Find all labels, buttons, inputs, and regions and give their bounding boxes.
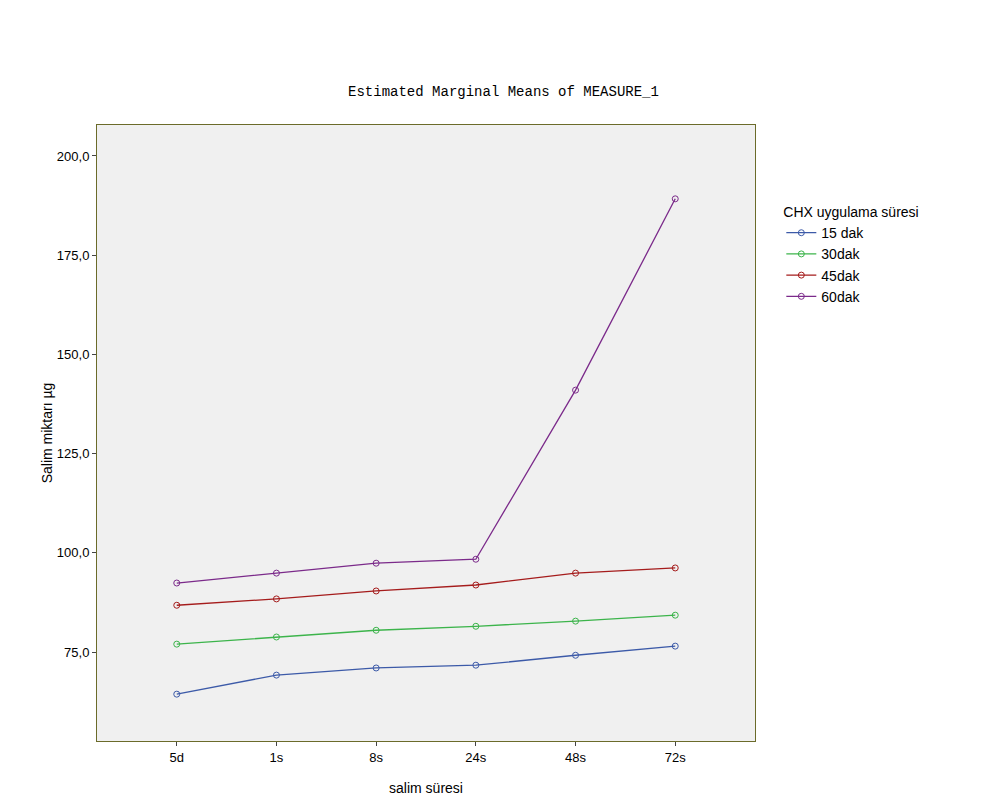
svg-text:72s: 72s: [665, 750, 686, 765]
svg-text:100,0: 100,0: [57, 545, 90, 560]
svg-text:Estimated Marginal Means of ME: Estimated Marginal Means of MEASURE_1: [348, 84, 659, 100]
svg-text:125,0: 125,0: [57, 446, 90, 461]
svg-text:60dak: 60dak: [821, 289, 860, 305]
svg-text:24s: 24s: [465, 750, 486, 765]
svg-text:Salim miktarı µg: Salim miktarı µg: [39, 383, 55, 484]
svg-text:30dak: 30dak: [821, 246, 860, 262]
svg-text:CHX uygulama süresi: CHX uygulama süresi: [783, 204, 918, 220]
svg-text:5d: 5d: [170, 750, 184, 765]
svg-text:45dak: 45dak: [821, 268, 860, 284]
svg-text:1s: 1s: [270, 750, 284, 765]
svg-text:48s: 48s: [565, 750, 586, 765]
svg-text:175,0: 175,0: [57, 248, 90, 263]
svg-text:salim süresi: salim süresi: [389, 780, 463, 796]
svg-text:150,0: 150,0: [57, 347, 90, 362]
svg-text:15 dak: 15 dak: [821, 225, 864, 241]
svg-text:75,0: 75,0: [64, 645, 89, 660]
svg-text:8s: 8s: [369, 750, 383, 765]
svg-text:200,0: 200,0: [57, 149, 90, 164]
